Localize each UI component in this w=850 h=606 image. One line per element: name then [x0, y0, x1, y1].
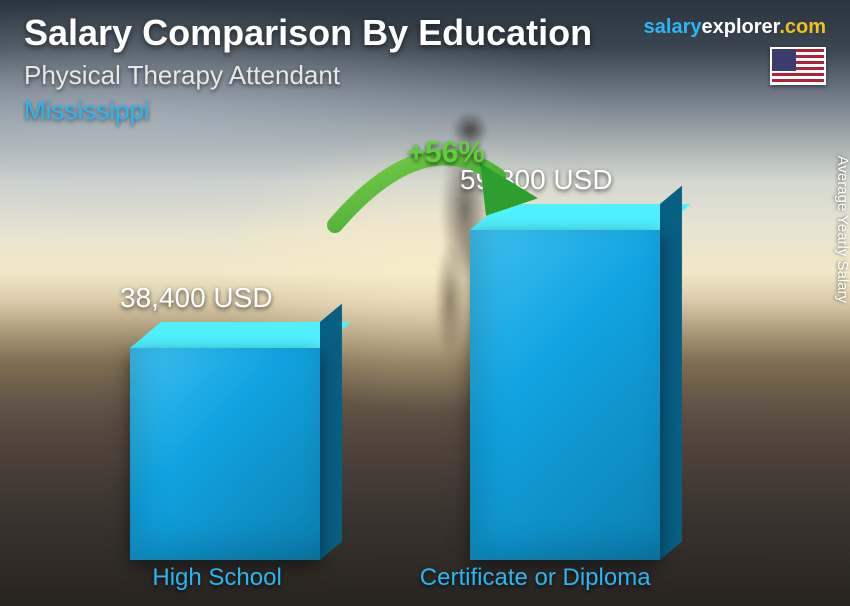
bar-front-face — [470, 230, 660, 560]
bar-front-face — [130, 348, 320, 560]
bar-side-face — [660, 186, 682, 560]
bar-chart: 38,400 USDHigh School59,800 USDCertifica… — [0, 0, 850, 606]
bar-value-label: 38,400 USD — [120, 282, 273, 314]
bar-side-face — [320, 304, 342, 560]
bar — [130, 348, 320, 560]
bar-category-label: Certificate or Diploma — [420, 564, 651, 592]
bar-top-face — [130, 322, 351, 348]
bar — [470, 230, 660, 560]
bar-category-label: High School — [152, 564, 281, 592]
increase-pct-label: +56% — [407, 136, 485, 170]
